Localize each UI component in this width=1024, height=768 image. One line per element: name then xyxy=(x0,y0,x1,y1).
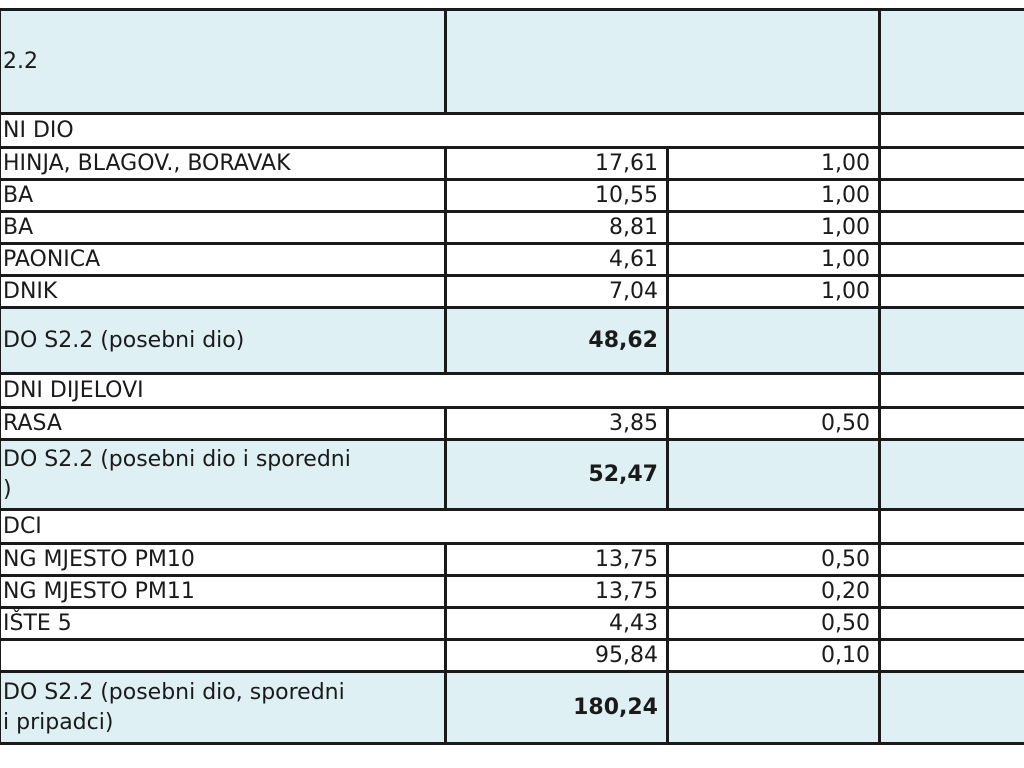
subtotal-label: DO S2.2 (posebni dio i sporedni ) xyxy=(0,438,447,511)
row-label: HINJA, BLAGOV., BORAVAK xyxy=(0,146,447,181)
table-cell xyxy=(878,670,1024,745)
section-label-sporedni: DNI DIJELOVI xyxy=(0,372,881,409)
table-cell xyxy=(878,274,1024,309)
table-cell xyxy=(878,438,1024,511)
row-coef: 0,50 xyxy=(666,606,881,641)
table-row: NG MJESTO PM10 13,75 0,50 xyxy=(0,542,1024,577)
table-cell xyxy=(878,508,1024,545)
total-label-line1: DO S2.2 (posebni dio, sporedni xyxy=(3,679,345,705)
row-area: 17,61 xyxy=(444,146,669,181)
row-label: BA xyxy=(0,210,447,245)
table-row: RASA 3,85 0,50 xyxy=(0,406,1024,441)
section-row-sporedni: DNI DIJELOVI xyxy=(0,372,1024,409)
table-row: IŠTE 5 4,43 0,50 xyxy=(0,606,1024,641)
table-cell xyxy=(878,242,1024,277)
row-coef: 1,00 xyxy=(666,210,881,245)
table-row: HINJA, BLAGOV., BORAVAK 17,61 1,00 xyxy=(0,146,1024,181)
row-coef: 1,00 xyxy=(666,146,881,181)
subtotal-label: DO S2.2 (posebni dio) xyxy=(0,306,447,375)
row-area: 3,85 xyxy=(444,406,669,441)
area-table: 2.2 NI DIO HINJA, BLAGOV., BORAVAK 17,61… xyxy=(0,8,1024,745)
table-cell xyxy=(878,112,1024,149)
table-cell xyxy=(666,670,881,745)
row-label: BA xyxy=(0,178,447,213)
table-cell xyxy=(878,406,1024,441)
row-area: 8,81 xyxy=(444,210,669,245)
subtotal-row-1: DO S2.2 (posebni dio) 48,62 xyxy=(0,306,1024,375)
table-row: DNIK 7,04 1,00 xyxy=(0,274,1024,309)
row-coef: 0,50 xyxy=(666,542,881,577)
total-label: DO S2.2 (posebni dio, sporedni i pripadc… xyxy=(0,670,447,745)
row-label: PAONICA xyxy=(0,242,447,277)
row-coef: 0,50 xyxy=(666,406,881,441)
table-row: BA 10,55 1,00 xyxy=(0,178,1024,213)
header-cell-area xyxy=(444,8,881,115)
unit-title: 2.2 xyxy=(0,8,447,115)
row-area: 7,04 xyxy=(444,274,669,309)
table-row: NG MJESTO PM11 13,75 0,20 xyxy=(0,574,1024,609)
row-coef: 1,00 xyxy=(666,178,881,213)
row-label: NG MJESTO PM11 xyxy=(0,574,447,609)
subtotal-row-2: DO S2.2 (posebni dio i sporedni ) 52,47 xyxy=(0,438,1024,511)
row-label: IŠTE 5 xyxy=(0,606,447,641)
table-cell xyxy=(878,574,1024,609)
table-cell xyxy=(878,306,1024,375)
table-cell xyxy=(666,306,881,375)
section-label-posebni: NI DIO xyxy=(0,112,881,149)
row-label: DNIK xyxy=(0,274,447,309)
table-cell xyxy=(878,146,1024,181)
section-row-posebni: NI DIO xyxy=(0,112,1024,149)
table-row: 95,84 0,10 xyxy=(0,638,1024,673)
row-area: 10,55 xyxy=(444,178,669,213)
table-row: BA 8,81 1,00 xyxy=(0,210,1024,245)
row-label: NG MJESTO PM10 xyxy=(0,542,447,577)
table-header-row: 2.2 xyxy=(0,8,1024,115)
total-label-line2: i pripadci) xyxy=(3,709,114,735)
table-row: PAONICA 4,61 1,00 xyxy=(0,242,1024,277)
row-label: RASA xyxy=(0,406,447,441)
table-cell xyxy=(878,178,1024,213)
section-row-pripadci: DCI xyxy=(0,508,1024,545)
total-value: 180,24 xyxy=(444,670,669,745)
table-cell xyxy=(878,210,1024,245)
subtotal-label-line2: ) xyxy=(3,476,12,502)
subtotal-value: 52,47 xyxy=(444,438,669,511)
row-area: 95,84 xyxy=(444,638,669,673)
subtotal-label-line1: DO S2.2 (posebni dio i sporedni xyxy=(3,446,351,472)
row-label xyxy=(0,638,447,673)
total-row: DO S2.2 (posebni dio, sporedni i pripadc… xyxy=(0,670,1024,745)
row-coef: 0,20 xyxy=(666,574,881,609)
row-coef: 1,00 xyxy=(666,274,881,309)
table-cell xyxy=(878,542,1024,577)
row-coef: 1,00 xyxy=(666,242,881,277)
row-area: 4,61 xyxy=(444,242,669,277)
subtotal-value: 48,62 xyxy=(444,306,669,375)
row-coef: 0,10 xyxy=(666,638,881,673)
table-cell xyxy=(878,372,1024,409)
row-area: 4,43 xyxy=(444,606,669,641)
header-cell-extra xyxy=(878,8,1024,115)
table-cell xyxy=(878,638,1024,673)
row-area: 13,75 xyxy=(444,542,669,577)
table-cell xyxy=(666,438,881,511)
row-area: 13,75 xyxy=(444,574,669,609)
table-cell xyxy=(878,606,1024,641)
section-label-pripadci: DCI xyxy=(0,508,881,545)
